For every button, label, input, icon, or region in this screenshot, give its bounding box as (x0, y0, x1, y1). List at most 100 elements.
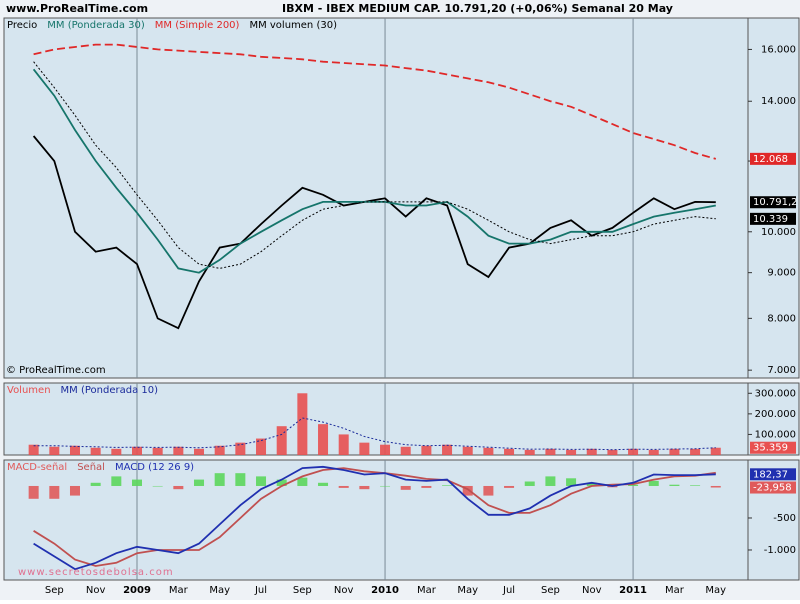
legend-entry: MM volumen (30) (249, 20, 337, 31)
histogram-bar (380, 485, 391, 487)
last-value-label: 10.791,2 (753, 197, 798, 208)
volume-bar (49, 446, 60, 455)
x-tick-label: Nov (334, 585, 354, 596)
volume-bar (90, 447, 101, 455)
volume-bar (214, 445, 225, 455)
series-line (33, 465, 716, 571)
y-tick-label: 14.000 (761, 96, 796, 107)
x-tick-label: May (705, 585, 726, 596)
volume-bar (152, 447, 163, 455)
last-value-box (750, 212, 796, 225)
volume-bar (566, 449, 577, 455)
volume-bar (380, 444, 391, 455)
last-value-box (750, 468, 796, 481)
plot-area (3, 459, 749, 581)
series-line (33, 61, 716, 269)
y-tick-label: 300.000 (755, 388, 796, 399)
plot-area (3, 17, 749, 379)
histogram-bar (111, 476, 122, 486)
volume-bar (628, 448, 639, 455)
volume-bar (297, 393, 308, 455)
y-tick-label: 8.000 (767, 313, 796, 324)
last-value-label: -23,958 (753, 483, 792, 494)
volume-bar (483, 447, 494, 455)
volume-bar (545, 448, 556, 455)
y-tick-label: 7.000 (767, 365, 796, 376)
x-tick-label: Mar (417, 585, 437, 596)
histogram-bar (69, 485, 80, 496)
histogram-bar (132, 479, 142, 486)
histogram-bar (669, 484, 680, 486)
x-tick-label: Jul (254, 585, 267, 596)
histogram-bar (421, 485, 432, 488)
histogram-bar (194, 479, 205, 486)
x-tick-label: May (209, 585, 230, 596)
last-value-box (750, 196, 796, 209)
legend-entry: Precio (7, 20, 37, 31)
histogram-bar (28, 485, 39, 499)
last-value-box (750, 152, 796, 165)
panels: 7.0008.0009.00010.00012.00014.00016.0001… (3, 17, 800, 596)
histogram-bar (318, 482, 329, 486)
legend-entry: MM (Ponderada 10) (61, 385, 159, 396)
y-tick-label: 100.000 (755, 429, 796, 440)
y-tick-label: 200.000 (755, 409, 796, 420)
histogram-bar (173, 485, 184, 490)
x-tick-label: Nov (86, 585, 106, 596)
volume-bar (524, 449, 535, 455)
volume-bar (462, 446, 473, 455)
x-tick-label: May (457, 585, 478, 596)
volume-bar (710, 447, 721, 455)
legend-entry: MM (Ponderada 30) (47, 20, 145, 31)
histogram-bar (566, 478, 577, 486)
site-name: www.ProRealTime.com (6, 2, 148, 15)
volume-bar (400, 446, 411, 455)
histogram-bar (49, 485, 60, 499)
histogram-bar (628, 484, 639, 486)
y-tick-label: 9.000 (767, 268, 796, 279)
x-tick-label: Mar (665, 585, 685, 596)
histogram-bar (586, 482, 597, 486)
volume-bar (69, 445, 80, 455)
volume-bar (318, 424, 329, 455)
last-value-label: 182,37 (753, 469, 788, 480)
watermark: www.secretosdebolsa.com (18, 567, 174, 578)
histogram-bar (235, 473, 246, 486)
volume-bar (235, 442, 246, 455)
series-line (33, 467, 716, 567)
series-line (33, 417, 716, 451)
legend-entry: Volumen (7, 385, 51, 396)
series-line (33, 43, 717, 160)
x-tick-label: 2009 (123, 585, 151, 596)
histogram-bar (400, 485, 411, 490)
x-tick-label: Mar (169, 585, 189, 596)
last-value-label: 10.339 (753, 214, 788, 225)
volume-bar (421, 445, 432, 455)
volume-bar (132, 446, 142, 455)
y-tick-label: -1.000 (764, 545, 796, 556)
x-tick-label: Jul (502, 585, 515, 596)
histogram-bar (648, 480, 659, 486)
histogram-bar (256, 476, 267, 486)
histogram-bar (297, 477, 308, 486)
volume-bar (28, 444, 39, 455)
x-tick-label: Sep (45, 585, 64, 596)
volume-bar (338, 434, 349, 455)
x-tick-label: Nov (582, 585, 602, 596)
y-tick-label: 16.000 (761, 44, 796, 55)
last-value-box (750, 481, 796, 494)
volume-bar (359, 442, 370, 455)
volume-bar (111, 448, 122, 455)
volume-bar (648, 449, 659, 455)
volume-bar (586, 448, 597, 455)
histogram-bar (545, 476, 556, 486)
histogram-bar (504, 485, 515, 488)
last-value-box (750, 441, 796, 454)
x-tick-label: 2010 (371, 585, 399, 596)
plot-area (3, 382, 749, 456)
histogram-bar (710, 485, 721, 488)
x-tick-label: Sep (541, 585, 560, 596)
histogram-bar (524, 481, 535, 486)
histogram-bar (90, 482, 101, 486)
